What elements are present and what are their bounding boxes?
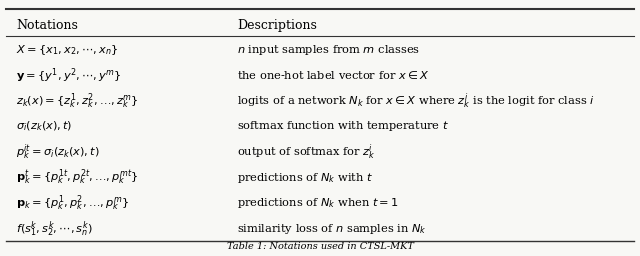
Text: output of softmax for $z_k^i$: output of softmax for $z_k^i$: [237, 142, 375, 162]
Text: $\mathbf{p}_k^t = \{p_k^{1t}, p_k^{2t}, \ldots, p_k^{mt}\}$: $\mathbf{p}_k^t = \{p_k^{1t}, p_k^{2t}, …: [16, 168, 138, 187]
Text: Table 1: Notations used in CTSL-MKT: Table 1: Notations used in CTSL-MKT: [227, 242, 413, 251]
Text: $f(s_1^k, s_2^k, \cdots, s_n^k)$: $f(s_1^k, s_2^k, \cdots, s_n^k)$: [16, 219, 93, 239]
Text: the one-hot label vector for $x \in X$: the one-hot label vector for $x \in X$: [237, 69, 429, 81]
Text: Descriptions: Descriptions: [237, 19, 317, 32]
Text: $\sigma_i(z_k(x), t)$: $\sigma_i(z_k(x), t)$: [16, 120, 72, 133]
Text: $z_k(x) = \{z_k^1, z_k^2, \ldots, z_k^m\}$: $z_k(x) = \{z_k^1, z_k^2, \ldots, z_k^m\…: [16, 91, 139, 111]
Text: Notations: Notations: [16, 19, 78, 32]
Text: softmax function with temperature $t$: softmax function with temperature $t$: [237, 120, 449, 133]
Text: $n$ input samples from $m$ classes: $n$ input samples from $m$ classes: [237, 43, 420, 57]
Text: $\mathbf{p}_k = \{p_k^1, p_k^2, \ldots, p_k^m\}$: $\mathbf{p}_k = \{p_k^1, p_k^2, \ldots, …: [16, 194, 129, 213]
Text: predictions of $N_k$ with $t$: predictions of $N_k$ with $t$: [237, 171, 372, 185]
Text: similarity loss of $n$ samples in $N_k$: similarity loss of $n$ samples in $N_k$: [237, 222, 427, 236]
Text: predictions of $N_k$ when $t = 1$: predictions of $N_k$ when $t = 1$: [237, 196, 399, 210]
Text: $\mathbf{y} = \{y^1, y^2, \cdots, y^m\}$: $\mathbf{y} = \{y^1, y^2, \cdots, y^m\}$: [16, 66, 122, 84]
Text: $X = \{x_1, x_2, \cdots, x_n\}$: $X = \{x_1, x_2, \cdots, x_n\}$: [16, 43, 118, 57]
Text: $p_k^{it} = \sigma_i(z_k(x), t)$: $p_k^{it} = \sigma_i(z_k(x), t)$: [16, 142, 100, 162]
Text: logits of a network $N_k$ for $x \in X$ where $z_k^i$ is the logit for class $i$: logits of a network $N_k$ for $x \in X$ …: [237, 91, 595, 111]
